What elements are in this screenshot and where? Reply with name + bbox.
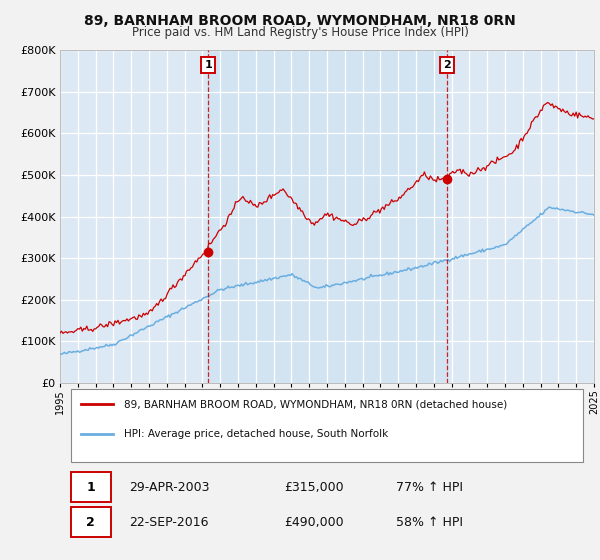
Text: 22-SEP-2016: 22-SEP-2016 <box>130 516 209 529</box>
FancyBboxPatch shape <box>71 473 111 502</box>
Text: 2: 2 <box>443 60 451 71</box>
Text: 29-APR-2003: 29-APR-2003 <box>130 481 210 494</box>
Text: £315,000: £315,000 <box>284 481 344 494</box>
Text: 89, BARNHAM BROOM ROAD, WYMONDHAM, NR18 0RN (detached house): 89, BARNHAM BROOM ROAD, WYMONDHAM, NR18 … <box>124 399 508 409</box>
Text: HPI: Average price, detached house, South Norfolk: HPI: Average price, detached house, Sout… <box>124 429 388 439</box>
Text: 89, BARNHAM BROOM ROAD, WYMONDHAM, NR18 0RN: 89, BARNHAM BROOM ROAD, WYMONDHAM, NR18 … <box>84 14 516 28</box>
Bar <box>208 50 447 382</box>
Text: 1: 1 <box>204 60 212 71</box>
FancyBboxPatch shape <box>71 507 111 537</box>
Text: £490,000: £490,000 <box>284 516 344 529</box>
Text: 77% ↑ HPI: 77% ↑ HPI <box>397 481 463 494</box>
Text: 1: 1 <box>86 481 95 494</box>
Text: 58% ↑ HPI: 58% ↑ HPI <box>397 516 463 529</box>
Text: Price paid vs. HM Land Registry's House Price Index (HPI): Price paid vs. HM Land Registry's House … <box>131 26 469 39</box>
Text: 2: 2 <box>86 516 95 529</box>
FancyBboxPatch shape <box>71 389 583 463</box>
